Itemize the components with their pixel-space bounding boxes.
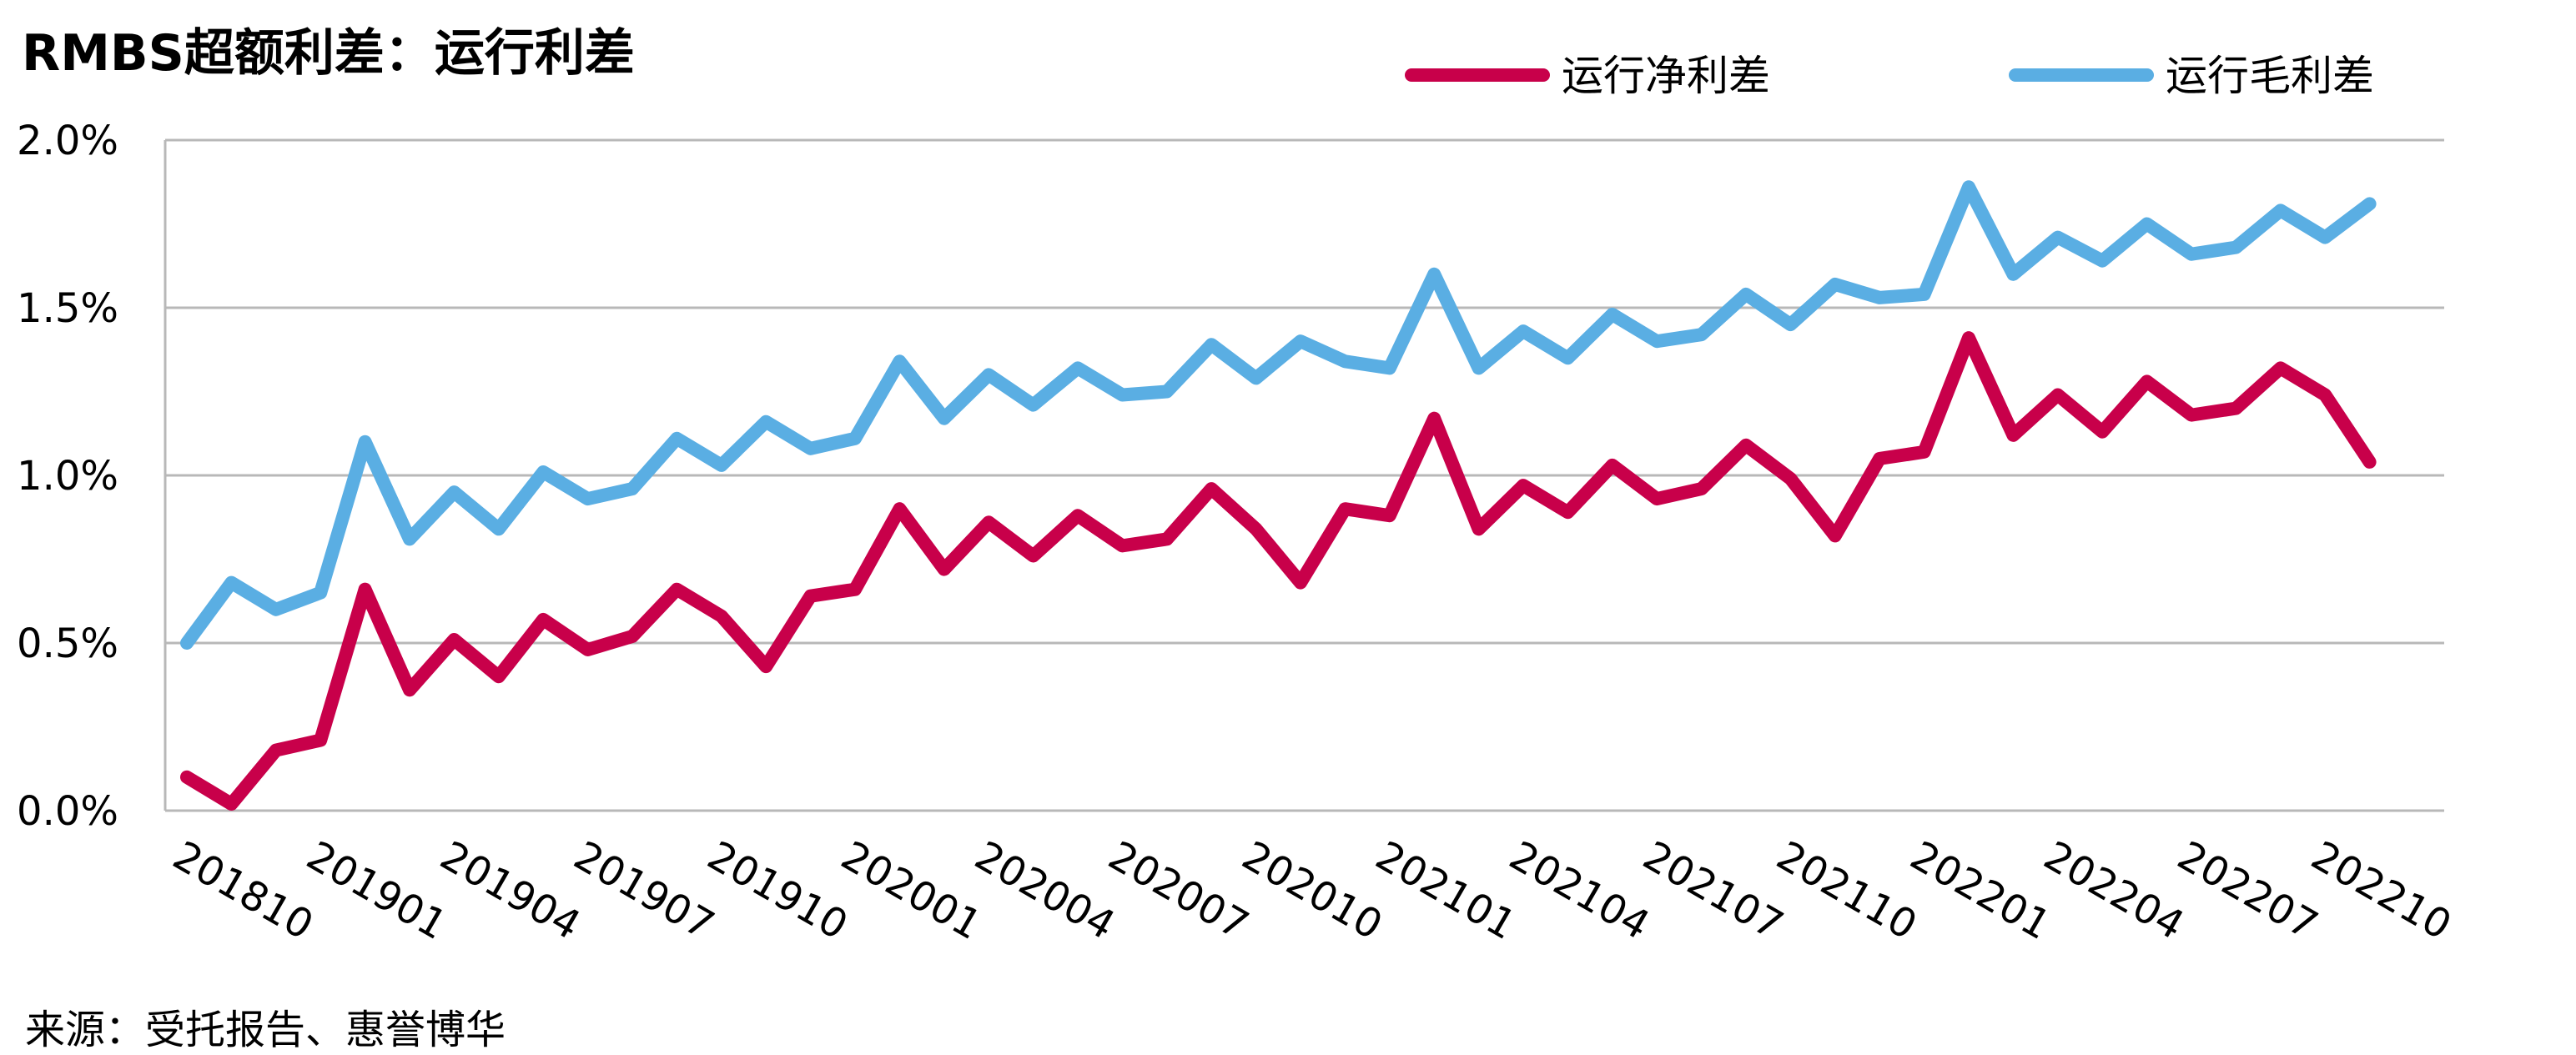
series-line-net-spread — [180, 331, 2377, 811]
series-lines — [180, 180, 2377, 811]
x-tick-label: 202110 — [1768, 832, 1924, 949]
chart-title: RMBS超额利差：运行利差 — [22, 24, 635, 83]
y-tick-label: 2.0% — [17, 118, 118, 164]
y-tick-label: 0.0% — [17, 788, 118, 835]
x-tick-label: 201904 — [432, 832, 588, 949]
x-tick-label: 202101 — [1368, 832, 1524, 949]
legend-label: 运行毛利差 — [2166, 52, 2374, 100]
x-tick-label: 202104 — [1502, 832, 1658, 949]
x-tick-label: 202004 — [967, 832, 1123, 949]
x-tick-label: 202010 — [1235, 832, 1391, 949]
x-tick-label: 202207 — [2170, 832, 2326, 949]
x-tick-label: 202204 — [2036, 832, 2192, 949]
legend: 运行净利差 运行毛利差 — [1405, 52, 2374, 100]
y-tick-label: 1.0% — [17, 453, 118, 500]
x-tick-label: 201810 — [165, 832, 321, 949]
x-tick-label: 201910 — [700, 832, 856, 949]
y-tick-label: 1.5% — [17, 285, 118, 332]
x-tick-label: 201907 — [566, 832, 722, 949]
x-tick-label: 202201 — [1903, 832, 2059, 949]
x-tick-label: 201901 — [299, 832, 455, 949]
x-tick-label: 202107 — [1635, 832, 1791, 949]
legend-label: 运行净利差 — [1562, 52, 1770, 100]
x-tick-label: 202007 — [1100, 832, 1256, 949]
axes: 0.0%0.5%1.0%1.5%2.0%20181020190120190420… — [17, 118, 2459, 949]
x-tick-label: 202210 — [2303, 832, 2459, 949]
y-tick-label: 0.5% — [17, 620, 118, 667]
source-note: 来源：受托报告、惠誉博华 — [25, 1007, 506, 1053]
x-tick-label: 202001 — [833, 832, 989, 949]
series-line-gross-spread — [180, 180, 2377, 650]
